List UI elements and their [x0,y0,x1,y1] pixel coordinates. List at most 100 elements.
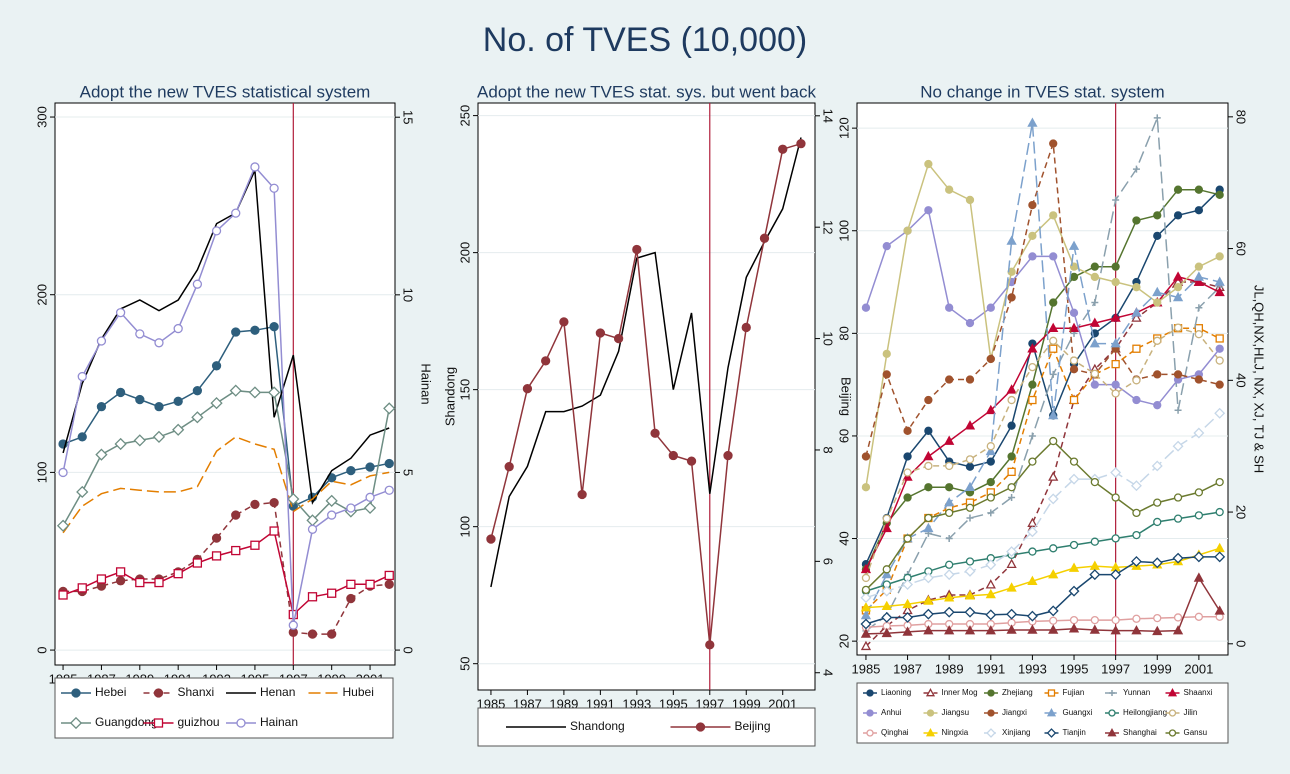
marker [1172,440,1184,452]
marker [985,404,996,415]
marker [384,579,394,589]
x-tick-label: 1997 [1101,661,1130,676]
marker [860,563,872,574]
marker [210,396,223,410]
marker [1110,338,1121,348]
marker [902,598,913,609]
marker [595,328,606,338]
marker [1214,276,1225,286]
marker [1108,709,1116,717]
marker [77,432,87,442]
legend-label: Hebei [95,685,126,699]
marker [1195,304,1203,312]
marker [987,689,995,697]
marker [866,689,874,697]
marker [1111,534,1120,543]
marker [384,458,394,469]
marker [1194,262,1204,271]
marker [695,722,706,732]
marker [1111,359,1120,369]
y2-tick-label: 4 [821,669,836,676]
marker [965,462,975,471]
x-tick-label: 1987 [893,661,922,676]
marker [1069,395,1079,405]
marker [1215,334,1224,343]
marker [133,434,146,447]
marker [1028,362,1037,372]
marker [1028,395,1037,405]
marker [965,503,975,512]
y2-tick-label: 60 [1234,241,1249,255]
marker [154,402,164,412]
marker [1130,555,1142,567]
marker [287,492,300,506]
marker [1068,322,1080,333]
legend-label: Anhui [881,708,902,717]
marker [924,206,933,215]
y2-tick-label: 10 [821,331,836,345]
marker [903,468,912,477]
marker [986,728,996,738]
marker [1131,312,1142,322]
marker [1153,336,1162,345]
marker [1069,365,1079,374]
marker [1110,467,1122,479]
y-tick-label: 300 [34,106,49,128]
marker [922,608,934,620]
marker [1008,494,1016,502]
marker [1193,572,1204,582]
marker [945,535,953,543]
marker [1132,508,1141,518]
marker [268,386,281,399]
marker [486,534,496,544]
marker [1028,200,1037,210]
marker [96,402,107,412]
marker [1007,467,1016,477]
y2-tick-label: 0 [401,646,416,653]
marker [115,576,126,586]
legend-label: Inner Mog [942,688,978,697]
marker [384,485,394,495]
marker [1172,552,1184,564]
marker [1006,235,1017,245]
y2-tick-label: 15 [401,110,416,124]
marker [986,303,995,312]
marker [1090,537,1099,546]
marker [926,709,935,717]
marker [965,375,975,384]
y-tick-label: 100 [836,220,851,242]
marker [944,625,955,635]
legend-label: Jiangxi [1002,708,1027,717]
marker [96,336,107,346]
y2-tick-label: 0 [1234,640,1249,647]
marker [365,579,375,589]
marker [903,426,912,435]
marker [1049,344,1058,353]
legend-label: Tianjin [1063,728,1086,737]
marker [250,540,260,550]
marker [1153,401,1162,410]
marker [861,452,871,461]
marker [882,241,891,251]
marker [1215,344,1224,353]
marker [1049,544,1058,553]
marker [192,386,203,396]
marker [269,526,279,536]
marker [211,361,222,371]
marker [861,303,871,312]
marker [925,728,936,737]
marker [1153,211,1162,220]
marker [71,688,81,698]
marker [1153,114,1161,122]
marker [923,595,934,605]
marker [346,579,356,589]
marker [1046,708,1057,717]
marker [902,626,913,636]
series-line [490,137,802,588]
marker [1214,407,1226,419]
legend-label: Shandong [570,719,625,733]
legend-label: Guangxi [1063,708,1093,717]
y2-tick-label: 40 [1234,373,1249,387]
marker [1028,231,1037,241]
marker [1026,526,1038,538]
